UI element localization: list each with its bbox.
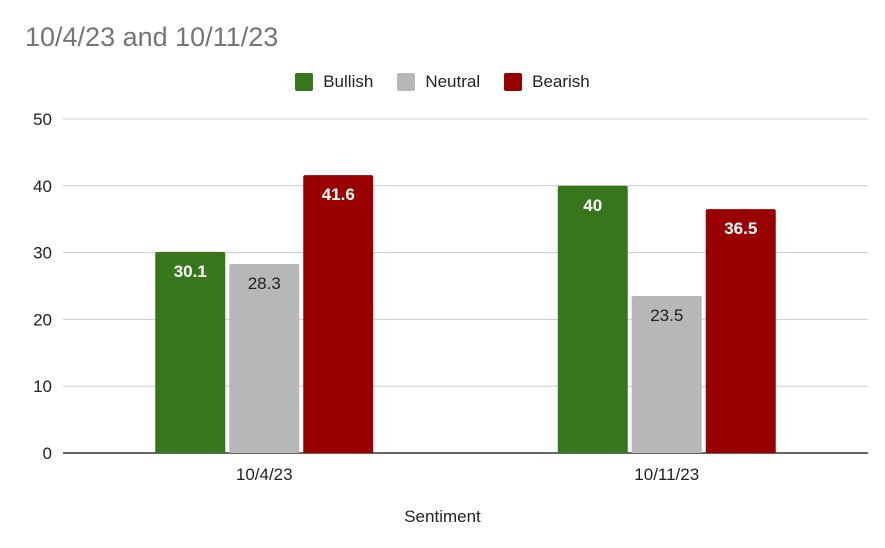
data-label: 36.5 xyxy=(724,219,757,238)
legend-swatch xyxy=(504,73,523,91)
x-tick-label: 10/4/23 xyxy=(236,465,293,484)
y-tick-label: 50 xyxy=(33,110,52,129)
data-label: 40 xyxy=(583,196,602,215)
x-axis-title: Sentiment xyxy=(404,507,481,526)
y-tick-label: 30 xyxy=(33,244,52,263)
chart-legend: Bullish Neutral Bearish xyxy=(0,70,885,94)
legend-item-bullish: Bullish xyxy=(295,72,373,92)
bar-neutral xyxy=(631,296,702,453)
data-label: 41.6 xyxy=(322,185,355,204)
legend-label: Bearish xyxy=(532,72,590,91)
legend-item-neutral: Neutral xyxy=(397,72,480,92)
bar-bearish xyxy=(303,175,374,453)
y-tick-label: 20 xyxy=(33,310,52,329)
legend-label: Bullish xyxy=(323,72,374,91)
data-label: 28.3 xyxy=(248,274,281,293)
bar-bearish xyxy=(705,209,776,453)
legend-swatch xyxy=(295,73,314,91)
chart-title: 10/4/23 and 10/11/23 xyxy=(25,22,279,52)
data-label: 30.1 xyxy=(174,262,207,281)
bar-neutral xyxy=(229,263,300,453)
y-tick-label: 0 xyxy=(43,444,52,463)
y-tick-label: 40 xyxy=(33,177,52,196)
data-label: 23.5 xyxy=(650,306,683,325)
y-tick-label: 10 xyxy=(33,377,52,396)
legend-swatch xyxy=(397,73,416,91)
bar-bullish xyxy=(557,185,628,454)
legend-item-bearish: Bearish xyxy=(504,72,590,92)
bar-bullish xyxy=(155,251,226,453)
x-tick-label: 10/11/23 xyxy=(634,465,699,484)
legend-label: Neutral xyxy=(425,72,481,91)
